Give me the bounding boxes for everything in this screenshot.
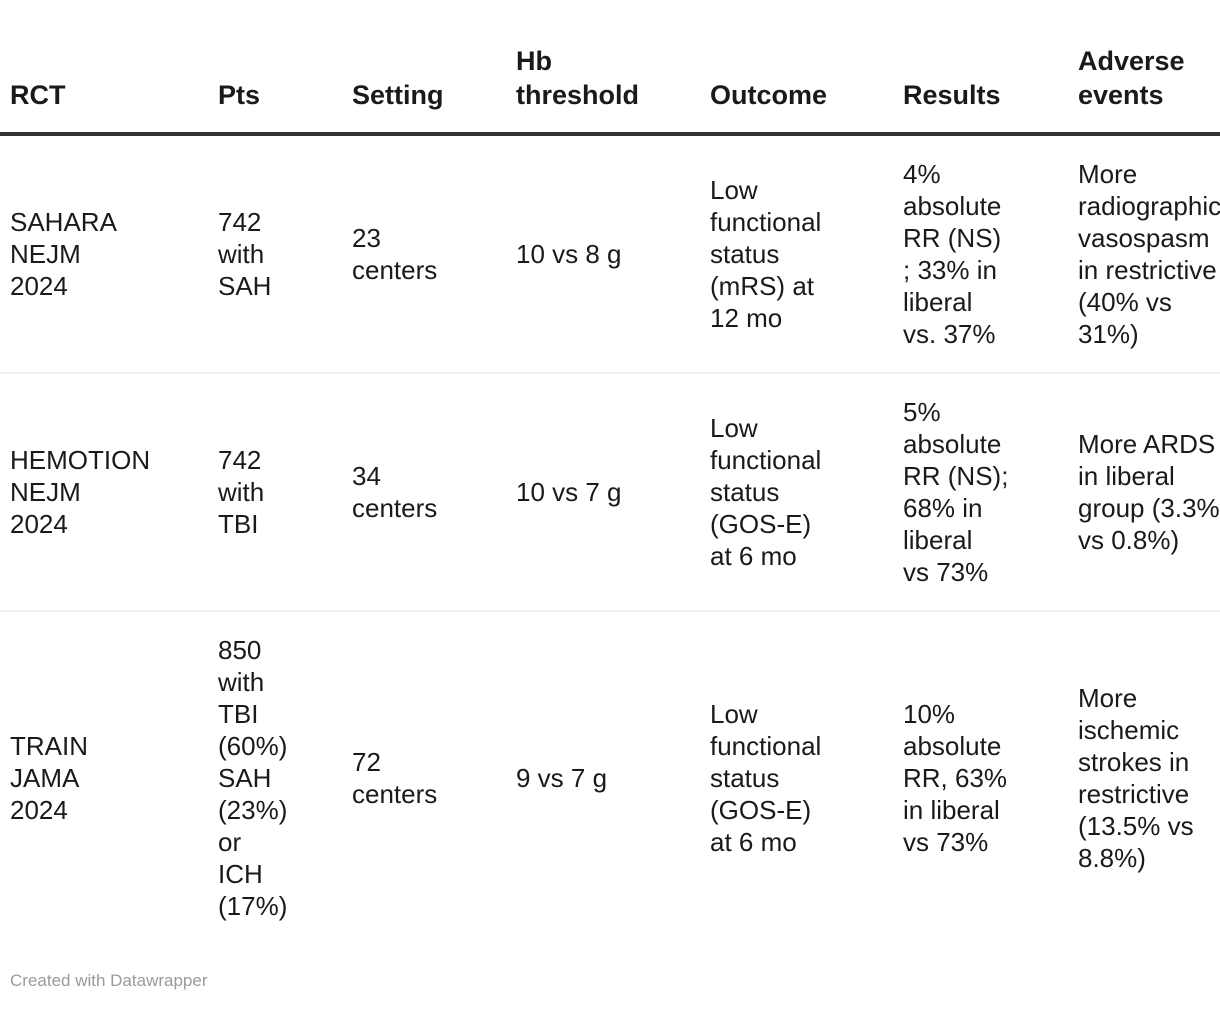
cell-hb-threshold: 10 vs 7 g xyxy=(516,373,710,612)
cell-pts: 742 with TBI xyxy=(218,373,352,612)
cell-results: 10% absolute RR, 63% in liberal vs 73% xyxy=(903,699,1008,857)
datawrapper-attribution: Created with Datawrapper xyxy=(10,971,208,990)
cell-outcome: Low functional status (mRS) at 12 mo xyxy=(710,134,903,374)
cell-results: 5% absolute RR (NS); 68% in liberal vs 7… xyxy=(903,373,1078,612)
column-header-setting: Setting xyxy=(352,44,516,136)
column-header-adverse-events: Adverse events xyxy=(1078,44,1220,136)
table-body: SAHARA NEJM 2024 742 with SAH 23 centers… xyxy=(0,134,1220,944)
column-header-results: Results xyxy=(903,44,1078,136)
table-header: RCT Pts Setting Hb threshold Outcome Res… xyxy=(0,44,1220,136)
cell-pts: 850 with TBI (60%) SAH (23%) or ICH (17%… xyxy=(218,635,288,921)
cell-setting: 72 centers xyxy=(352,747,438,809)
cell-adverse-events: More ARDS in liberal group (3.3% vs 0.8%… xyxy=(1078,373,1220,612)
column-header-rct: RCT xyxy=(0,44,218,136)
cell-outcome: Low functional status (GOS-E) at 6 mo xyxy=(710,373,903,612)
column-header-pts: Pts xyxy=(218,44,352,136)
cell-rct: HEMOTION NEJM 2024 xyxy=(0,373,218,612)
column-header-hb-threshold: Hb threshold xyxy=(516,44,710,136)
table-row-sahara: SAHARA NEJM 2024 742 with SAH 23 centers… xyxy=(0,134,1220,374)
cell-rct: TRAIN JAMA 2024 xyxy=(10,731,88,825)
cell-hb-threshold: 9 vs 7 g xyxy=(516,763,608,793)
cell-adverse-events: More radiographic vasospasm in restricti… xyxy=(1078,134,1220,374)
cell-setting: 34 centers xyxy=(352,373,516,612)
rct-comparison-table: RCT Pts Setting Hb threshold Outcome Res… xyxy=(0,44,1220,944)
cell-rct: SAHARA NEJM 2024 xyxy=(0,134,218,374)
cell-setting: 23 centers xyxy=(352,134,516,374)
cell-hb-threshold: 10 vs 8 g xyxy=(516,134,710,374)
table-row-train: TRAIN JAMA 2024 850 with TBI (60%) SAH (… xyxy=(0,611,1220,944)
cell-outcome: Low functional status (GOS-E) at 6 mo xyxy=(710,699,822,857)
column-header-outcome: Outcome xyxy=(710,44,903,136)
table-row-hemotion: HEMOTION NEJM 2024 742 with TBI 34 cente… xyxy=(0,373,1220,612)
cell-adverse-events: More ischemic strokes in restrictive (13… xyxy=(1078,683,1194,873)
cell-results: 4% absolute RR (NS) ; 33% in liberal vs.… xyxy=(903,134,1078,374)
cell-pts: 742 with SAH xyxy=(218,134,352,374)
header-row: RCT Pts Setting Hb threshold Outcome Res… xyxy=(0,44,1220,136)
